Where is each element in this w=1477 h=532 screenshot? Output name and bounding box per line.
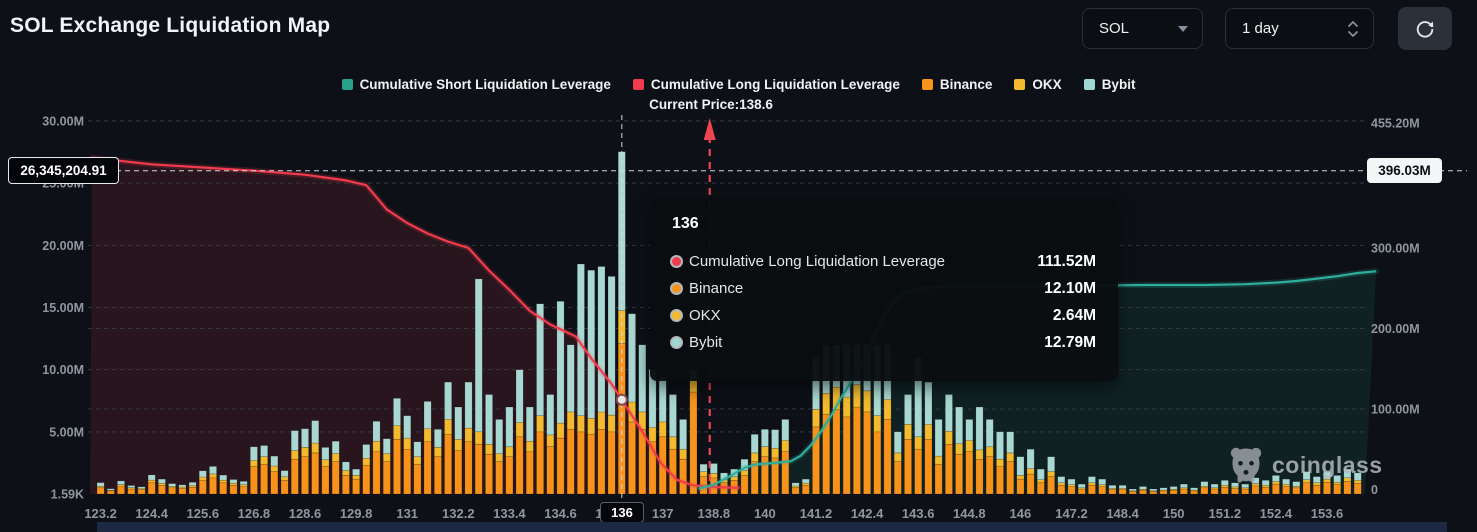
legend-label: Bybit <box>1101 77 1136 92</box>
tooltip-row-binance: Binance 12.10M <box>672 275 1096 302</box>
svg-text:0: 0 <box>1371 483 1378 497</box>
svg-text:133.4: 133.4 <box>493 506 526 521</box>
tooltip-row-value: 12.10M <box>1044 279 1096 297</box>
okx-dot-icon <box>672 311 681 320</box>
svg-text:124.4: 124.4 <box>135 506 168 521</box>
svg-text:143.6: 143.6 <box>902 506 935 521</box>
crosshair <box>8 115 1467 501</box>
symbol-select[interactable]: SOL <box>1082 8 1203 49</box>
tooltip-row-bybit: Bybit 12.79M <box>672 329 1096 356</box>
legend-item-short[interactable]: Cumulative Short Liquidation Leverage <box>341 77 611 92</box>
svg-text:132.2: 132.2 <box>442 506 475 521</box>
chart-legend: Cumulative Short Liquidation Leverage Cu… <box>0 77 1477 92</box>
svg-text:300.00M: 300.00M <box>1371 242 1420 256</box>
long-dot-icon <box>672 257 681 266</box>
long-line <box>92 156 740 489</box>
tooltip-title: 136 <box>672 215 699 232</box>
svg-text:123.2: 123.2 <box>84 506 117 521</box>
tooltip-row-label: Cumulative Long Liquidation Leverage <box>689 253 946 270</box>
svg-text:20.00M: 20.00M <box>42 239 84 253</box>
chevron-up-down-icon <box>1348 20 1358 37</box>
svg-text:1.59K: 1.59K <box>51 488 84 502</box>
chevron-down-icon <box>1178 25 1188 32</box>
svg-text:15.00M: 15.00M <box>42 301 84 315</box>
tooltip-row-label: Binance <box>689 280 744 297</box>
legend-label: Cumulative Short Liquidation Leverage <box>359 77 611 92</box>
binance-swatch <box>921 79 933 90</box>
interval-select-value: 1 day <box>1242 20 1279 37</box>
svg-text:129.8: 129.8 <box>340 506 373 521</box>
long-swatch <box>632 79 644 90</box>
bybit-swatch <box>1083 79 1095 90</box>
legend-item-long[interactable]: Cumulative Long Liquidation Leverage <box>632 77 900 92</box>
legend-label: OKX <box>1032 77 1062 92</box>
svg-text:146: 146 <box>1010 506 1032 521</box>
tooltip-row-value: 111.52M <box>1037 252 1096 270</box>
page-title: SOL Exchange Liquidation Map <box>10 14 331 37</box>
crosshair-x-axis-value: 136 <box>600 502 644 523</box>
svg-text:100.00M: 100.00M <box>1371 403 1420 417</box>
legend-item-bybit[interactable]: Bybit <box>1083 77 1136 92</box>
svg-text:30.00M: 30.00M <box>42 115 84 129</box>
svg-text:134.6: 134.6 <box>544 506 577 521</box>
svg-text:153.6: 153.6 <box>1311 506 1344 521</box>
refresh-button[interactable] <box>1398 7 1452 50</box>
tooltip-row-label: Bybit <box>689 334 723 351</box>
svg-text:455.20M: 455.20M <box>1371 117 1420 131</box>
svg-text:200.00M: 200.00M <box>1371 322 1420 336</box>
hover-marker <box>615 393 628 406</box>
binance-dot-icon <box>672 284 681 293</box>
coinglass-bear-icon <box>1230 447 1262 483</box>
svg-text:5.00M: 5.00M <box>49 425 84 439</box>
svg-text:131: 131 <box>396 506 418 521</box>
svg-text:141.2: 141.2 <box>800 506 833 521</box>
svg-text:151.2: 151.2 <box>1209 506 1242 521</box>
refresh-icon <box>1416 20 1434 38</box>
svg-text:142.4: 142.4 <box>851 506 884 521</box>
crosshair-left-axis-value: 26,345,204.91 <box>8 157 119 184</box>
svg-text:152.4: 152.4 <box>1260 506 1293 521</box>
gridlines <box>88 120 1365 433</box>
current-price-label: Current Price:138.6 <box>649 97 773 112</box>
svg-text:140: 140 <box>754 506 776 521</box>
coinglass-watermark: coinglass <box>1228 446 1383 484</box>
legend-item-binance[interactable]: Binance <box>921 77 993 92</box>
short-swatch <box>341 79 353 90</box>
legend-label: Cumulative Long Liquidation Leverage <box>650 77 900 92</box>
svg-text:147.2: 147.2 <box>1055 506 1088 521</box>
watermark-text: coinglass <box>1272 451 1383 478</box>
chart-tooltip: 136 Cumulative Long Liquidation Leverage… <box>650 198 1118 381</box>
svg-text:128.6: 128.6 <box>289 506 322 521</box>
crosshair-right-axis-value: 396.03M <box>1367 158 1442 183</box>
svg-text:138.8: 138.8 <box>698 506 731 521</box>
svg-text:137: 137 <box>652 506 674 521</box>
symbol-select-value: SOL <box>1099 20 1130 37</box>
current-price-arrow <box>703 118 716 494</box>
interval-select[interactable]: 1 day <box>1225 8 1374 49</box>
svg-text:10.00M: 10.00M <box>42 363 84 377</box>
legend-item-okx[interactable]: OKX <box>1014 77 1062 92</box>
okx-swatch <box>1014 79 1026 90</box>
tooltip-row-long: Cumulative Long Liquidation Leverage 111… <box>672 248 1096 275</box>
svg-text:126.8: 126.8 <box>238 506 271 521</box>
tooltip-row-label: OKX <box>689 307 721 324</box>
bybit-dot-icon <box>672 338 681 347</box>
legend-label: Binance <box>939 77 993 92</box>
svg-text:125.6: 125.6 <box>187 506 220 521</box>
tooltip-row-value: 12.79M <box>1044 333 1096 351</box>
tooltip-row-okx: OKX 2.64M <box>672 302 1096 329</box>
tooltip-row-value: 2.64M <box>1052 306 1096 324</box>
svg-text:150: 150 <box>1163 506 1185 521</box>
chart-zoom-scrollbar[interactable] <box>97 522 1447 532</box>
svg-text:144.8: 144.8 <box>953 506 986 521</box>
svg-text:148.4: 148.4 <box>1106 506 1139 521</box>
